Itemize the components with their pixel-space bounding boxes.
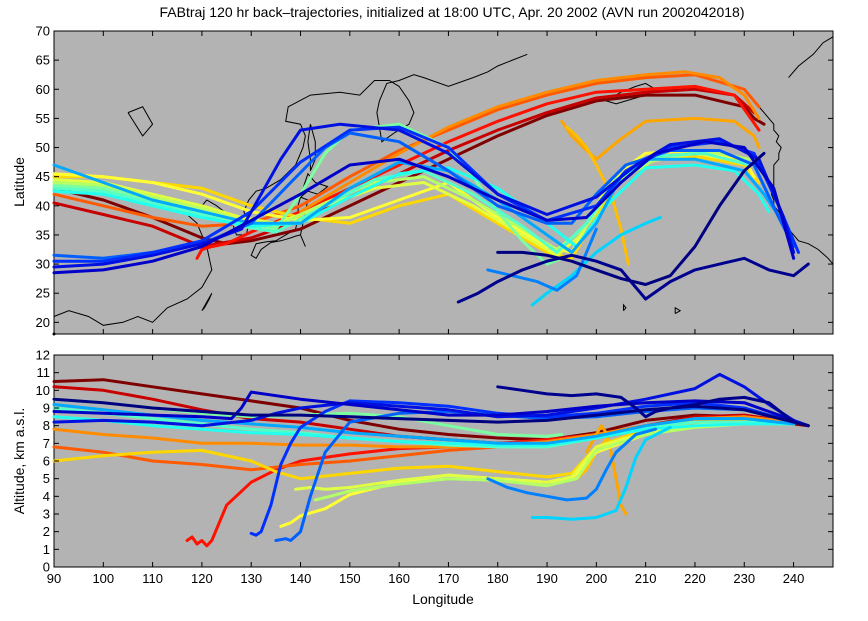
y-tick-label: 9 [43, 401, 50, 416]
y-tick-label: 65 [36, 53, 50, 68]
x-tick-label: 210 [635, 571, 657, 586]
y-tick-label: 3 [43, 507, 50, 522]
x-tick-label: 180 [487, 571, 509, 586]
trajectory-line [530, 216, 662, 307]
trajectory-line [496, 151, 766, 286]
x-tick-label: 130 [240, 571, 262, 586]
trajectory-line [565, 125, 630, 266]
y-tick-label: 50 [36, 140, 50, 155]
trajectory-line [52, 390, 796, 422]
y-tick-label: 25 [36, 286, 50, 301]
xlabel: Longitude [412, 591, 474, 607]
x-tick-label: 150 [339, 571, 361, 586]
y-tick-label: 0 [43, 560, 50, 575]
map-trajectories [52, 70, 810, 336]
x-tick-label: 120 [191, 571, 213, 586]
trajectory-line [496, 385, 796, 424]
trajectory-line [52, 122, 796, 269]
y-tick-label: 60 [36, 82, 50, 97]
x-tick-label: 110 [142, 571, 163, 586]
y-tick-label: 40 [36, 198, 50, 213]
x-tick-label: 230 [733, 571, 755, 586]
trajectory-line [52, 397, 810, 428]
x-tick-label: 200 [585, 571, 607, 586]
y-tick-label: 8 [43, 418, 50, 433]
trajectory-line [530, 425, 672, 521]
x-tick-label: 170 [438, 571, 460, 586]
y-tick-label: 10 [36, 383, 50, 398]
x-tick-label: 240 [783, 571, 805, 586]
y-tick-label: 7 [43, 436, 50, 451]
trajectory-line [195, 84, 761, 260]
trajectory-line [299, 70, 761, 214]
trajectory-line [52, 403, 796, 445]
coastline-segment [674, 306, 682, 315]
coastline-segment [201, 292, 213, 312]
trajectory-line [52, 140, 796, 275]
y-tick-label: 12 [36, 348, 50, 363]
altitude-ylabel: Altitude, km a.s.l. [11, 408, 27, 515]
trajectory-line [313, 422, 796, 502]
coastline-segment [743, 88, 834, 265]
y-tick-label: 11 [37, 365, 51, 380]
x-tick-label: 160 [388, 571, 410, 586]
map-panel [53, 30, 834, 335]
trajectory-line [249, 399, 796, 537]
trajectory-line [52, 87, 756, 249]
map-ylabel: Latitude [11, 157, 27, 207]
trajectory-line [52, 372, 810, 428]
map-axis-ticks: 20 25 30 35 40 45 50 55 60 65 70 [36, 24, 833, 334]
altitude-axis-ticks: 90 100 110 120 130 140 150 160 170 180 190 200 210 22… [36, 348, 833, 586]
x-tick-label: 190 [536, 571, 558, 586]
trajectory-line [486, 427, 657, 502]
y-tick-label: 20 [36, 315, 50, 330]
x-tick-label: 90 [47, 571, 61, 586]
y-tick-label: 70 [36, 24, 50, 39]
altitude-trajectories [52, 372, 810, 548]
chart-title: FABtraj 120 hr back–trajectories, initia… [160, 4, 745, 20]
trajectory-line [52, 163, 771, 249]
coastline-segment [788, 36, 834, 78]
x-tick-label: 140 [290, 571, 312, 586]
y-tick-label: 30 [36, 257, 50, 272]
y-tick-label: 45 [36, 169, 50, 184]
trajectory-line [560, 116, 761, 161]
y-tick-label: 35 [36, 227, 50, 242]
trajectory-line [456, 253, 810, 304]
y-tick-label: 55 [36, 111, 50, 126]
y-tick-label: 5 [43, 471, 50, 486]
x-tick-label: 100 [92, 571, 114, 586]
coastline-segment [127, 106, 154, 137]
y-tick-label: 2 [43, 524, 50, 539]
coastline-segment [623, 303, 627, 312]
y-tick-label: 4 [43, 489, 50, 504]
x-tick-label: 220 [684, 571, 706, 586]
y-tick-label: 1 [43, 542, 50, 557]
y-tick-label: 6 [43, 454, 50, 469]
